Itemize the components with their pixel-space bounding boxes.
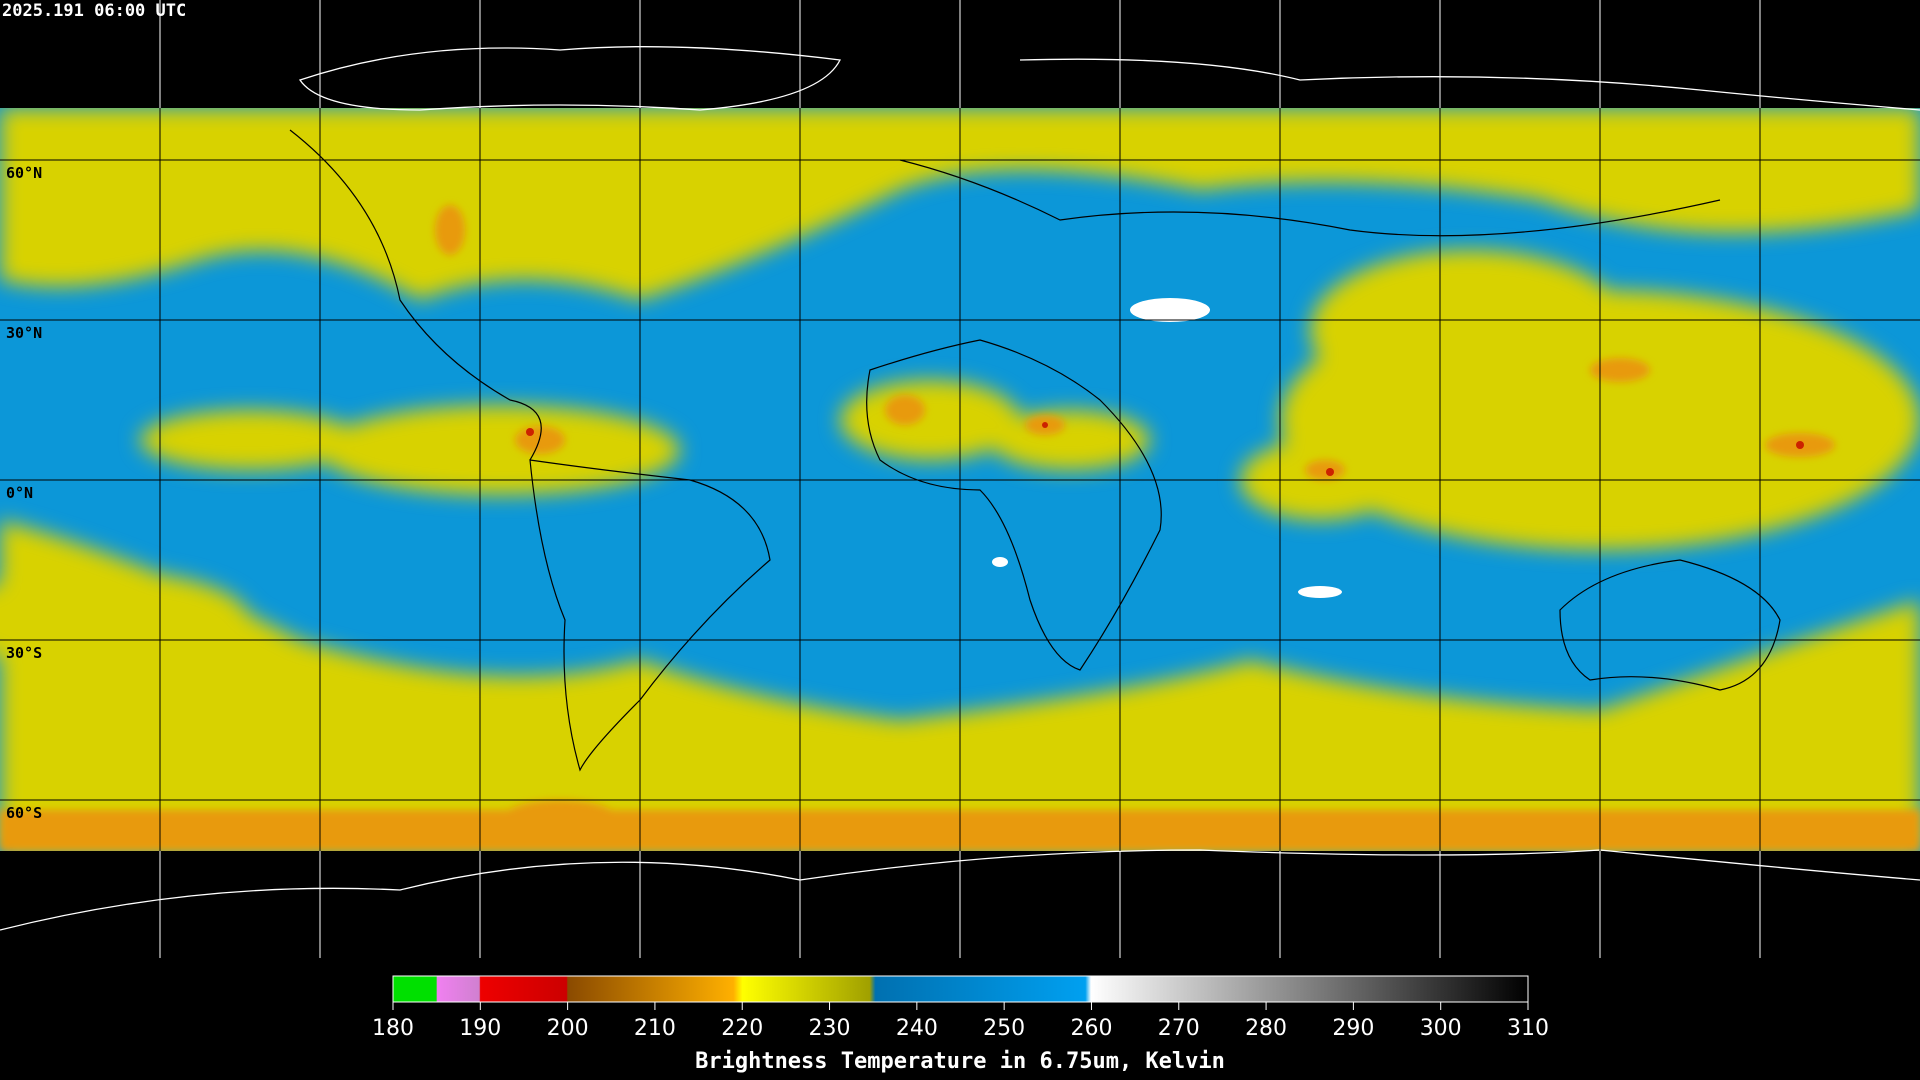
colorbar-tick-label: 300 xyxy=(1420,1016,1462,1041)
colorbar-tick-label: 290 xyxy=(1332,1016,1374,1041)
deep-convection xyxy=(526,422,1804,476)
map xyxy=(0,0,1920,958)
colorbar-label: Brightness Temperature in 6.75um, Kelvin xyxy=(695,1049,1225,1074)
latitude-label: 30°N xyxy=(6,324,42,342)
polar-coastlines xyxy=(0,46,1920,931)
colorbar-tick-label: 210 xyxy=(634,1016,676,1041)
colorbar-tick-label: 250 xyxy=(983,1016,1025,1041)
colorbar-tick-label: 220 xyxy=(721,1016,763,1041)
latitude-label: 30°S xyxy=(6,644,42,662)
coastlines xyxy=(289,129,1781,772)
colorbar-tick-label: 240 xyxy=(896,1016,938,1041)
colorbar-tick-label: 190 xyxy=(459,1016,501,1041)
graticule xyxy=(0,0,1920,958)
dry-spots xyxy=(992,298,1342,598)
colorbar-tick-label: 230 xyxy=(809,1016,851,1041)
colorbar-tick-label: 310 xyxy=(1507,1016,1549,1041)
colorbar-tick-label: 280 xyxy=(1245,1016,1287,1041)
colorbar-tick-label: 270 xyxy=(1158,1016,1200,1041)
latitude-label: 60°S xyxy=(6,804,42,822)
colorbar-tick-label: 180 xyxy=(372,1016,414,1041)
colorbar-tick-label: 260 xyxy=(1070,1016,1112,1041)
timestamp: 2025.191 06:00 UTC xyxy=(2,1,186,21)
latitude-label: 0°N xyxy=(6,484,33,502)
colorbar xyxy=(392,975,1529,1003)
colorbar-tick-label: 200 xyxy=(547,1016,589,1041)
latitude-label: 60°N xyxy=(6,164,42,182)
